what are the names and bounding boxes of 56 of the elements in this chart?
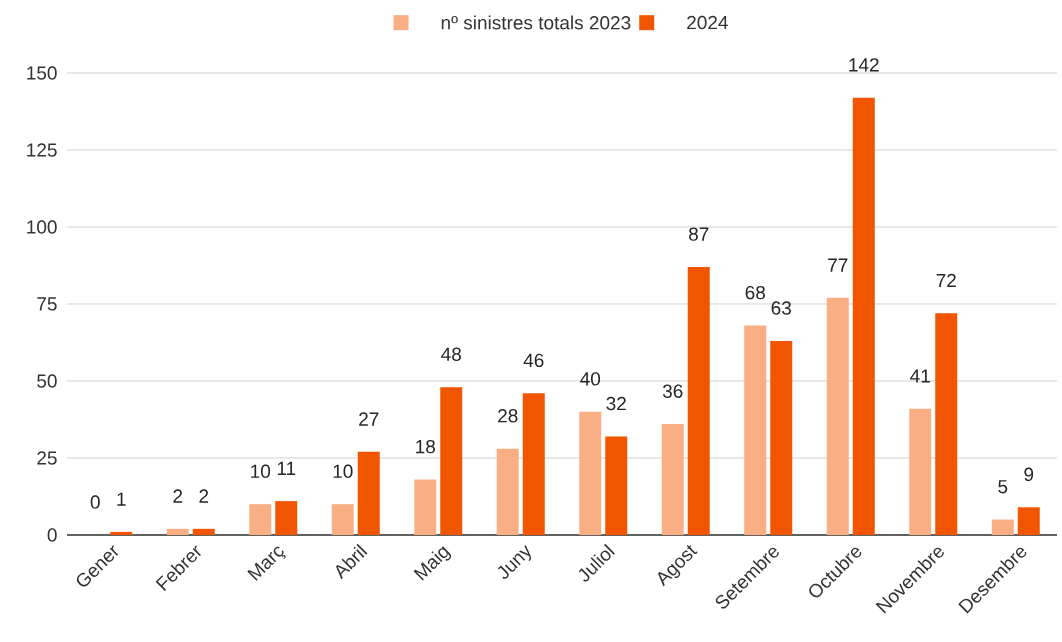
bar xyxy=(744,325,767,535)
bar xyxy=(935,313,958,535)
bar xyxy=(275,501,298,535)
data-label: 1 xyxy=(117,492,126,506)
legend-label: nº sinistres totals 2023 xyxy=(441,15,631,30)
data-label: 2 xyxy=(199,489,209,503)
bar xyxy=(440,387,463,535)
bar xyxy=(249,504,272,535)
data-label: 87 xyxy=(689,227,709,241)
data-label: 9 xyxy=(1024,467,1034,482)
bar xyxy=(522,393,545,535)
bar xyxy=(357,451,380,535)
data-label: 72 xyxy=(936,273,956,288)
data-label: 0 xyxy=(90,495,100,509)
y-tick-label: 75 xyxy=(37,297,57,311)
data-label: 28 xyxy=(498,409,518,423)
data-label: 10 xyxy=(251,464,271,478)
y-tick-label: 125 xyxy=(27,143,57,157)
data-label: 63 xyxy=(771,301,791,315)
y-tick-label: 0 xyxy=(47,528,57,542)
bar xyxy=(770,340,793,535)
data-label: 48 xyxy=(441,347,461,361)
data-label: 32 xyxy=(606,396,626,411)
data-label: 27 xyxy=(359,412,379,426)
bar xyxy=(192,528,215,535)
bar xyxy=(909,408,932,535)
data-label: 5 xyxy=(998,480,1008,494)
bar xyxy=(661,424,684,535)
bar xyxy=(166,528,189,535)
bar xyxy=(991,519,1014,535)
legend-label: 2024 xyxy=(687,15,728,30)
bar xyxy=(1017,507,1040,535)
data-label: 36 xyxy=(662,384,683,398)
y-tick-label: 50 xyxy=(37,374,57,388)
bar xyxy=(579,411,602,535)
y-tick-label: 100 xyxy=(27,220,57,234)
bar xyxy=(414,479,437,535)
data-label: 11 xyxy=(277,461,296,475)
y-tick-label: 150 xyxy=(27,66,57,80)
bar xyxy=(826,297,849,535)
bar xyxy=(331,504,354,535)
data-label: 46 xyxy=(523,353,544,368)
data-label: 142 xyxy=(849,58,879,72)
data-label: 10 xyxy=(333,464,353,478)
data-label: 18 xyxy=(416,439,435,454)
data-label: 77 xyxy=(828,258,848,272)
data-label: 2 xyxy=(173,489,183,503)
data-label: 40 xyxy=(580,372,601,386)
bar xyxy=(687,267,710,535)
y-tick-label: 25 xyxy=(37,451,57,465)
bar xyxy=(605,436,628,535)
data-label: 41 xyxy=(910,369,930,383)
bar xyxy=(110,531,133,535)
bar xyxy=(496,448,519,535)
data-label: 68 xyxy=(745,285,765,300)
bar xyxy=(852,97,875,535)
